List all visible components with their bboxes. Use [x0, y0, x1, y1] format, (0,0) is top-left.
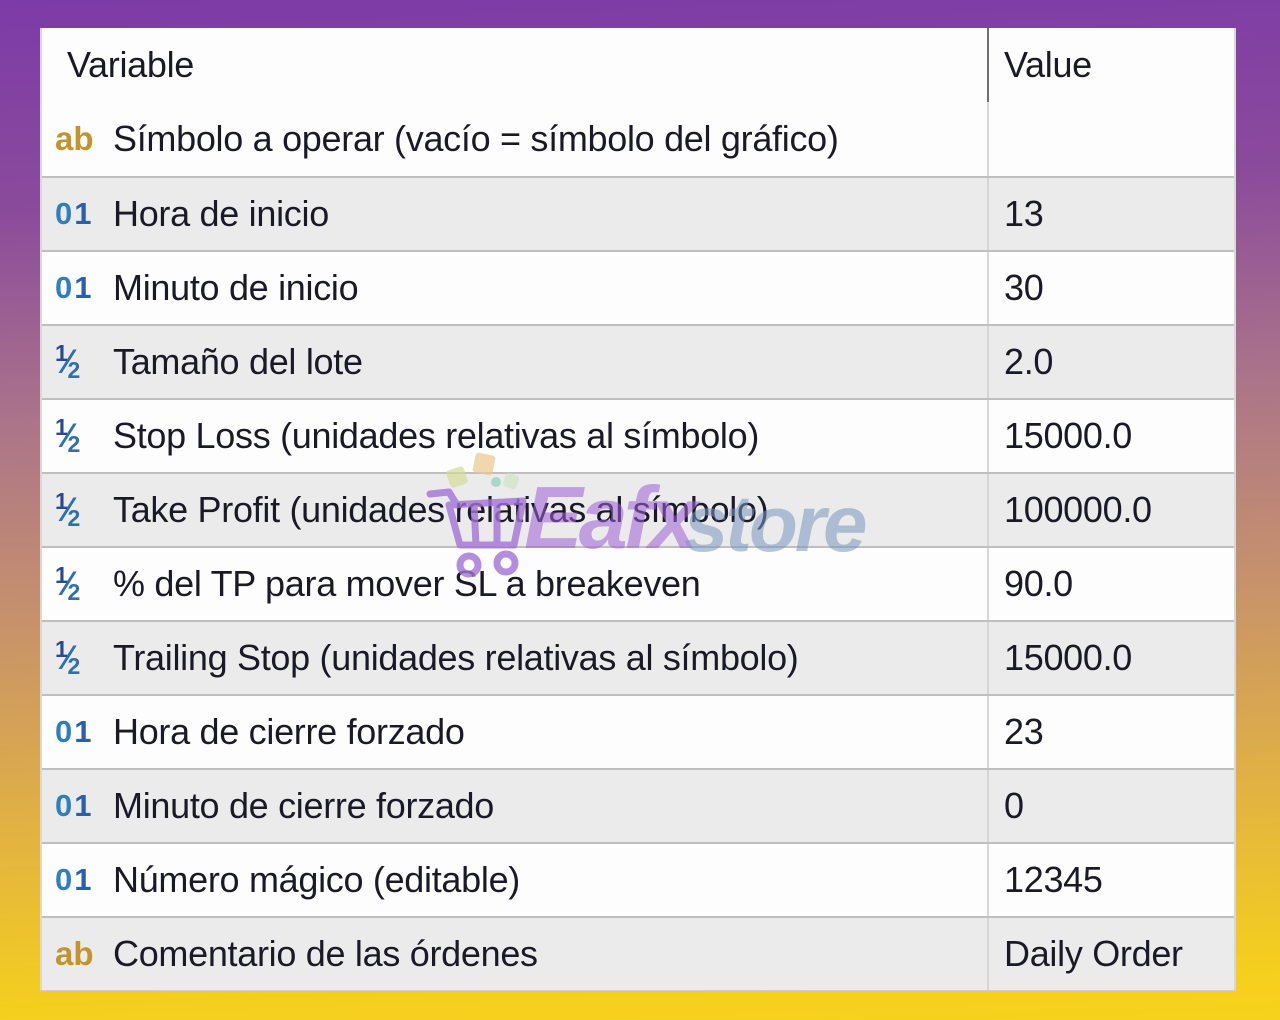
param-name-cell: 1 ⁄ 2 Take Profit (unidades relativas al s… — [42, 474, 987, 546]
table-row[interactable]: ab Símbolo a operar (vacío = símbolo del… — [42, 102, 1234, 176]
ea-inputs-table: Variable Value ab Símbolo a operar (vací… — [40, 28, 1236, 991]
param-value: 90.0 — [1004, 563, 1073, 604]
param-name-cell: 1 ⁄ 2 Trailing Stop (unidades relativas al… — [42, 622, 987, 694]
param-value-cell[interactable]: 2.0 — [987, 326, 1234, 398]
param-value-cell[interactable]: 15000.0 — [987, 622, 1234, 694]
header-variable-cell: Variable — [42, 28, 987, 102]
param-label: Stop Loss (unidades relativas al símbolo… — [113, 415, 760, 456]
table-row[interactable]: 1 ⁄ 2 Tamaño del lote 2.0 — [42, 324, 1234, 398]
param-value: 23 — [1004, 711, 1044, 752]
table-row[interactable]: 1 ⁄ 2 Trailing Stop (unidades relativas al… — [42, 620, 1234, 694]
header-value-label: Value — [1004, 44, 1092, 85]
param-value-cell[interactable]: Daily Order — [987, 918, 1234, 990]
table-row[interactable]: 1 ⁄ 2 Take Profit (unidades relativas al s… — [42, 472, 1234, 546]
double-param-icon: 1 ⁄ 2 — [55, 561, 81, 605]
double-param-icon: 1 ⁄ 2 — [55, 635, 81, 679]
param-label: Minuto de inicio — [113, 267, 359, 308]
param-name-cell: 1 ⁄ 2 % del TP para mover SL a breakeven — [42, 548, 987, 620]
header-value-cell: Value — [987, 28, 1234, 102]
param-value-cell[interactable]: 15000.0 — [987, 400, 1234, 472]
param-value: 13 — [1004, 193, 1044, 234]
param-label: Hora de cierre forzado — [113, 711, 465, 752]
param-label: Tamaño del lote — [113, 341, 363, 382]
text-param-icon: ab — [55, 120, 94, 157]
table-row[interactable]: 1 ⁄ 2 % del TP para mover SL a breakeven 9… — [42, 546, 1234, 620]
double-param-icon: 1 ⁄ 2 — [55, 339, 81, 383]
param-value: 15000.0 — [1004, 637, 1133, 678]
double-param-icon: 1 ⁄ 2 — [55, 413, 81, 457]
param-name-cell: 1 ⁄ 2 Stop Loss (unidades relativas al sím… — [42, 400, 987, 472]
param-value: 100000.0 — [1004, 489, 1152, 530]
param-value-cell[interactable]: 30 — [987, 252, 1234, 324]
param-value: 30 — [1004, 267, 1044, 308]
param-value-cell[interactable]: 100000.0 — [987, 474, 1234, 546]
param-value: 12345 — [1004, 859, 1103, 900]
param-value: Daily Order — [1004, 933, 1183, 974]
table-row[interactable]: 1 ⁄ 2 Stop Loss (unidades relativas al sím… — [42, 398, 1234, 472]
param-name-cell: ab Comentario de las órdenes — [42, 918, 987, 990]
param-value-cell[interactable] — [987, 102, 1234, 176]
param-value-cell[interactable]: 13 — [987, 178, 1234, 250]
param-label: Número mágico (editable) — [113, 859, 520, 900]
param-label: Take Profit (unidades relativas al símbo… — [113, 489, 769, 530]
param-label: Trailing Stop (unidades relativas al sím… — [113, 637, 799, 678]
param-label: % del TP para mover SL a breakeven — [113, 563, 701, 604]
param-value: 0 — [1004, 785, 1024, 826]
param-label: Símbolo a operar (vacío = símbolo del gr… — [113, 118, 839, 159]
double-param-icon: 1 ⁄ 2 — [55, 487, 81, 531]
param-label: Hora de inicio — [113, 193, 329, 234]
param-value: 15000.0 — [1004, 415, 1133, 456]
header-variable-label: Variable — [67, 44, 195, 85]
parameter-rows: ab Símbolo a operar (vacío = símbolo del… — [42, 102, 1234, 990]
param-value-cell[interactable]: 23 — [987, 696, 1234, 768]
table-row[interactable]: ab Comentario de las órdenes Daily Order — [42, 916, 1234, 990]
param-name-cell: 1 ⁄ 2 Tamaño del lote — [42, 326, 987, 398]
param-value: 2.0 — [1004, 341, 1054, 382]
param-label: Comentario de las órdenes — [113, 933, 538, 974]
table-header-row: Variable Value — [42, 28, 1234, 102]
param-name-cell: ab Símbolo a operar (vacío = símbolo del… — [42, 102, 987, 176]
param-label: Minuto de cierre forzado — [113, 785, 494, 826]
param-value-cell[interactable]: 0 — [987, 770, 1234, 842]
param-value-cell[interactable]: 12345 — [987, 844, 1234, 916]
param-value-cell[interactable]: 90.0 — [987, 548, 1234, 620]
text-param-icon: ab — [55, 935, 94, 972]
